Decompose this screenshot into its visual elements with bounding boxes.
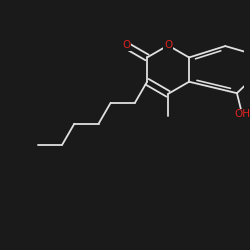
Text: O: O (122, 40, 130, 50)
Text: O: O (164, 40, 172, 50)
Text: OH: OH (234, 109, 250, 119)
